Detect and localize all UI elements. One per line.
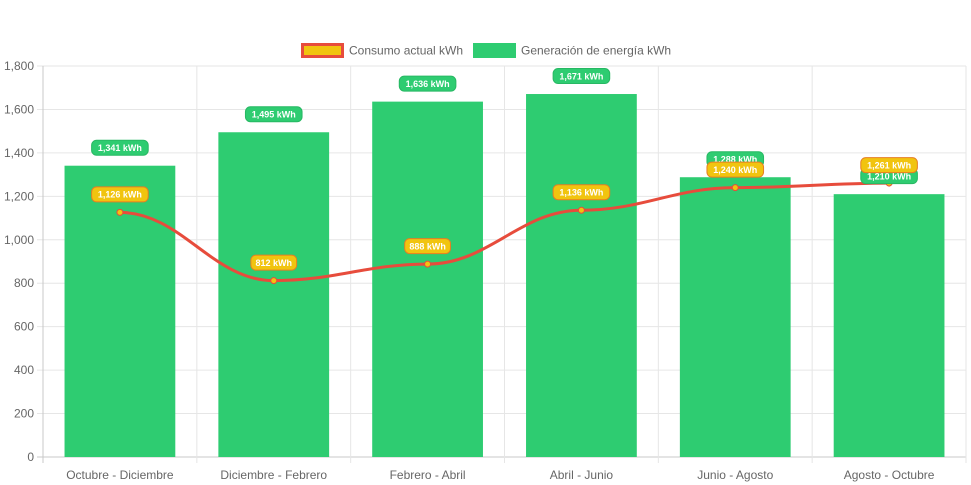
- y-tick-label: 600: [14, 320, 34, 334]
- bar-data-label-text: 1,495 kWh: [252, 110, 296, 120]
- legend-swatch: [473, 43, 516, 58]
- bar-data-label-text: 1,636 kWh: [406, 79, 450, 89]
- y-tick-label: 800: [14, 276, 34, 290]
- line-point[interactable]: [577, 206, 585, 214]
- line-data-label-box: [706, 161, 765, 178]
- legend-label: Generación de energía kWh: [521, 44, 671, 58]
- line-data-label: 888 kWh: [404, 238, 451, 255]
- line-data-label-text: 1,240 kWh: [713, 165, 757, 175]
- line-data-label: 812 kWh: [250, 254, 298, 271]
- line-data-label-text: 1,261 kWh: [867, 160, 911, 170]
- line-data-label: 1,240 kWh: [706, 161, 765, 178]
- x-tick-label: Diciembre - Febrero: [220, 468, 327, 482]
- bar-data-label-text: 1,288 kWh: [713, 155, 757, 165]
- bar-data-label-box: [552, 68, 611, 85]
- line-data-label-text: 888 kWh: [409, 241, 446, 251]
- bar[interactable]: [218, 132, 330, 457]
- line-data-label: 1,261 kWh: [860, 157, 918, 174]
- line-data-label: 1,126 kWh: [91, 186, 149, 203]
- bar-data-label-text: 1,671 kWh: [559, 71, 603, 81]
- bar-data-label-text: 1,341 kWh: [98, 143, 142, 153]
- y-tick-label: 1,800: [4, 59, 34, 73]
- y-axis: 0 200 400 600 800 1,000 1,200 1,400 1,600 1,800: [4, 59, 34, 464]
- line-data-label-text: 812 kWh: [255, 258, 292, 268]
- bar-series: [64, 94, 945, 457]
- grid: [37, 65, 967, 463]
- x-tick-label: Octubre - Diciembre: [66, 468, 174, 482]
- bar-data-label-box: [91, 139, 149, 156]
- line-data-label-box: [552, 184, 611, 201]
- x-tick-label: Febrero - Abril: [390, 468, 466, 482]
- bar[interactable]: [526, 94, 637, 457]
- bar-data-label: 1,636 kWh: [398, 75, 457, 92]
- bar-data-label: 1,341 kWh: [91, 139, 149, 156]
- y-tick-label: 400: [14, 363, 34, 377]
- x-tick-label: Junio - Agosto: [697, 468, 773, 482]
- y-tick-label: 200: [14, 407, 34, 421]
- line-data-label: 1,136 kWh: [552, 184, 611, 201]
- line-path: [119, 181, 890, 283]
- bar[interactable]: [833, 194, 945, 457]
- line-data-label-box: [860, 157, 918, 174]
- x-tick-label: Abril - Junio: [550, 468, 614, 482]
- legend-swatch: [301, 43, 344, 58]
- x-axis: Octubre - Diciembre Diciembre - Febrero Fe…: [66, 468, 935, 482]
- line-point[interactable]: [116, 208, 124, 216]
- line-data-label-text: 1,126 kWh: [98, 190, 142, 200]
- legend[interactable]: Consumo actual kWh Generación de energía …: [301, 43, 672, 58]
- line-data-label-box: [250, 254, 298, 271]
- x-tick-label: Agosto - Octubre: [844, 468, 935, 482]
- legend-item[interactable]: Consumo actual kWh: [301, 43, 464, 58]
- line-point[interactable]: [731, 184, 739, 192]
- bar-data-label-text: 1,210 kWh: [867, 171, 911, 181]
- line-point[interactable]: [424, 260, 432, 268]
- y-tick-label: 1,400: [4, 146, 34, 160]
- line-data-label-box: [91, 186, 149, 203]
- y-tick-label: 1,200: [4, 189, 34, 203]
- data-labels: 1,341 kWh 1,495 kWh 1,636 kWh 1,671 kWh 1,28…: [91, 68, 918, 271]
- legend-item[interactable]: Generación de energía kWh: [473, 43, 672, 58]
- line-series: [116, 179, 893, 285]
- bar[interactable]: [372, 101, 483, 457]
- line-data-label-text: 1,136 kWh: [559, 188, 603, 198]
- bar-data-label-box: [244, 106, 303, 123]
- bar[interactable]: [679, 177, 791, 457]
- y-tick-label: 1,000: [4, 233, 34, 247]
- bar-data-label-box: [398, 75, 457, 92]
- bar-data-label: 1,671 kWh: [552, 68, 611, 85]
- bar-data-label: 1,495 kWh: [244, 106, 303, 123]
- line-point[interactable]: [270, 277, 278, 285]
- line-data-label-box: [404, 238, 451, 255]
- y-tick-label: 0: [27, 450, 34, 464]
- y-tick-label: 1,600: [4, 102, 34, 116]
- legend-label: Consumo actual kWh: [349, 44, 463, 58]
